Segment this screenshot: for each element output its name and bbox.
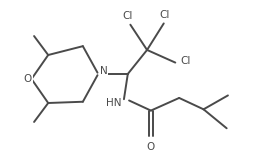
Text: Cl: Cl xyxy=(160,10,170,20)
Text: Cl: Cl xyxy=(122,11,133,21)
Text: HN: HN xyxy=(107,98,122,108)
Text: Cl: Cl xyxy=(180,56,191,66)
Text: N: N xyxy=(99,66,107,76)
Text: O: O xyxy=(24,74,32,84)
Text: O: O xyxy=(147,142,155,152)
